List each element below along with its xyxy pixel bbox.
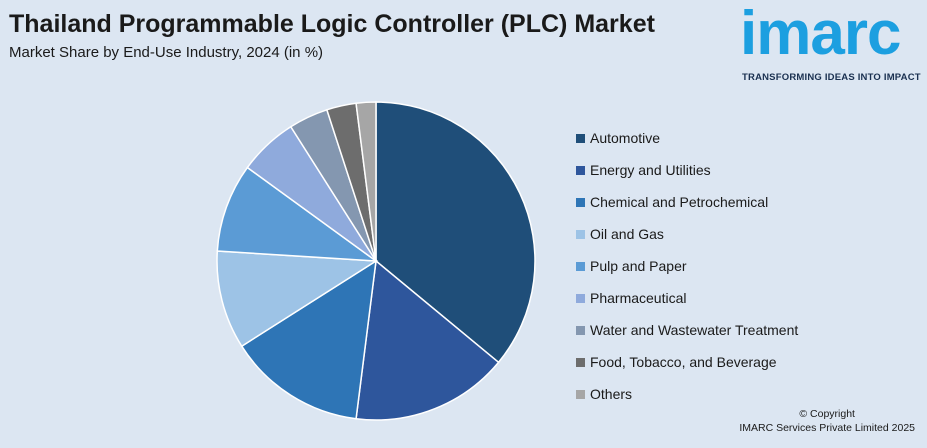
legend-swatch: [576, 197, 585, 207]
legend-item: Water and Wastewater Treatment: [576, 314, 798, 346]
legend-label: Automotive: [590, 130, 661, 146]
legend-label: Pharmaceutical: [590, 290, 687, 306]
copyright-line: © Copyright: [799, 408, 855, 420]
legend-swatch: [576, 293, 585, 303]
legend-label: Oil and Gas: [590, 226, 664, 242]
legend-item: Pulp and Paper: [576, 250, 798, 282]
chart-title: Thailand Programmable Logic Controller (…: [9, 10, 655, 38]
legend-swatch: [576, 357, 585, 367]
legend-item: Chemical and Petrochemical: [576, 186, 798, 218]
legend-label: Water and Wastewater Treatment: [590, 322, 799, 338]
pie-slice-oil-and-gas: [216, 250, 379, 348]
copyright-notice: © Copyright IMARC Services Private Limit…: [739, 407, 915, 435]
legend-swatch: [576, 325, 585, 335]
legend-swatch: [576, 389, 585, 399]
legend-label: Energy and Utilities: [590, 162, 711, 178]
legend-item: Others: [576, 378, 798, 410]
pie-slice-energy-and-utilities: [355, 259, 500, 421]
logo-tagline: TRANSFORMING IDEAS INTO IMPACT: [742, 72, 921, 83]
legend-label: Pulp and Paper: [590, 258, 687, 274]
legend-swatch: [576, 133, 585, 143]
legend-label: Others: [590, 386, 633, 402]
pie-slice-pulp-and-paper: [216, 166, 379, 262]
chart-legend: Automotive Energy and Utilities Chemical a…: [576, 122, 798, 410]
chart-subtitle: Market Share by End-Use Industry, 2024 (…: [9, 44, 324, 61]
pie-slice-others: [355, 101, 377, 262]
pie-slice-chemical-and-petrochemical: [240, 259, 377, 420]
logo-wordmark: imarc: [740, 0, 901, 68]
legend-label: Chemical and Petrochemical: [590, 194, 769, 210]
pie-slice-automotive: [375, 101, 536, 364]
legend-swatch: [576, 165, 585, 175]
copyright-company: IMARC Services Private Limited 2025: [739, 422, 915, 434]
legend-label: Food, Tobacco, and Beverage: [590, 354, 777, 370]
imarc-logo: imarc TRANSFORMING IDEAS INTO IMPACT: [740, 0, 921, 88]
legend-swatch: [576, 229, 585, 239]
legend-item: Pharmaceutical: [576, 282, 798, 314]
legend-swatch: [576, 261, 585, 271]
legend-item: Oil and Gas: [576, 218, 798, 250]
legend-item: Automotive: [576, 122, 798, 154]
legend-item: Energy and Utilities: [576, 154, 798, 186]
legend-item: Food, Tobacco, and Beverage: [576, 346, 798, 378]
